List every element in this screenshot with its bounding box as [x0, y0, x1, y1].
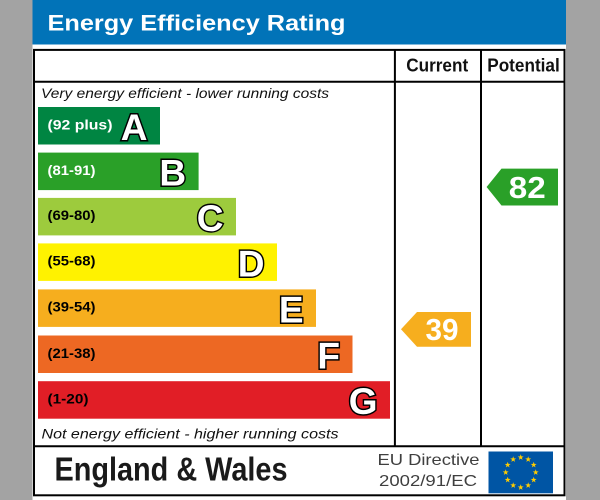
- svg-text:E: E: [279, 289, 304, 330]
- svg-text:Current: Current: [406, 56, 468, 76]
- svg-text:F: F: [317, 336, 340, 377]
- svg-text:(92 plus): (92 plus): [48, 116, 113, 132]
- svg-text:2002/91/EC: 2002/91/EC: [379, 473, 477, 490]
- svg-text:Energy Efficiency Rating: Energy Efficiency Rating: [48, 10, 346, 35]
- svg-text:Not energy efficient - higher: Not energy efficient - higher running co…: [42, 425, 339, 441]
- svg-text:G: G: [349, 381, 378, 422]
- svg-text:Potential: Potential: [487, 56, 560, 76]
- svg-text:(21-38): (21-38): [48, 345, 96, 361]
- svg-text:D: D: [238, 243, 265, 284]
- svg-text:39: 39: [426, 312, 459, 347]
- svg-text:(69-80): (69-80): [48, 207, 96, 223]
- svg-text:(55-68): (55-68): [48, 253, 96, 269]
- svg-text:(81-91): (81-91): [48, 162, 96, 178]
- svg-text:England & Wales: England & Wales: [55, 450, 288, 487]
- svg-text:82: 82: [509, 170, 546, 205]
- svg-text:Very energy efficient - lower: Very energy efficient - lower running co…: [41, 85, 329, 101]
- svg-text:C: C: [197, 198, 224, 239]
- svg-text:(39-54): (39-54): [48, 299, 96, 315]
- svg-text:(1-20): (1-20): [48, 391, 89, 407]
- svg-text:A: A: [121, 107, 148, 148]
- svg-text:EU Directive: EU Directive: [378, 452, 480, 469]
- svg-text:B: B: [159, 153, 186, 194]
